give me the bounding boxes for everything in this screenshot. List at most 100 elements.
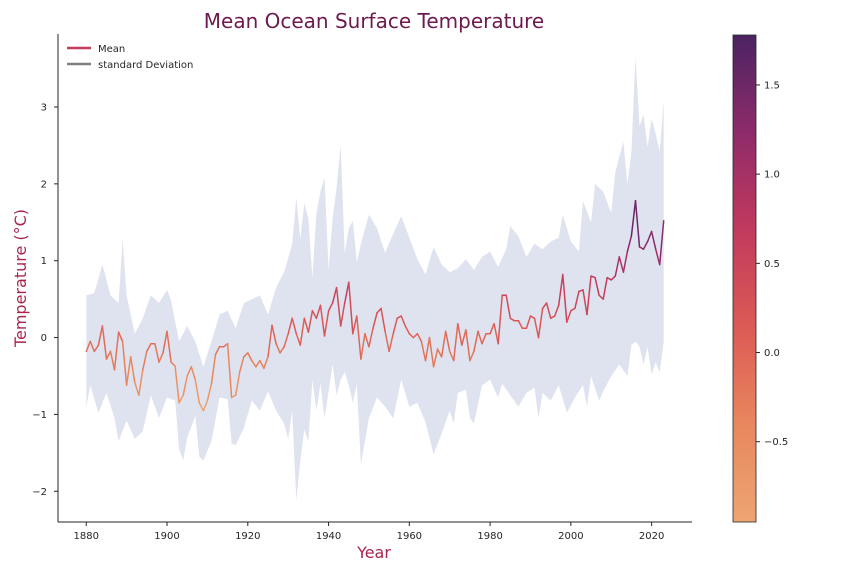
mean-line-segment: [509, 317, 516, 322]
x-tick-label: 1920: [235, 531, 260, 542]
mean-line-segment: [408, 332, 415, 339]
mean-line-segment: [146, 342, 152, 353]
mean-line-segment: [380, 307, 386, 333]
legend-label-mean: Mean: [98, 44, 125, 55]
mean-line-segment: [121, 340, 128, 386]
mean-line-segment: [182, 375, 188, 396]
mean-line-segment: [259, 359, 265, 370]
colorbar-tick-label: 0.5: [764, 259, 780, 270]
mean-line-segment: [97, 325, 104, 346]
mean-line-segment: [125, 356, 132, 386]
mean-line-segment: [372, 312, 378, 330]
mean-line-segment: [481, 332, 487, 345]
mean-line-segment: [517, 319, 524, 330]
mean-line-segment: [505, 294, 512, 320]
mean-line-segment: [234, 371, 241, 396]
mean-line-segment: [198, 402, 205, 412]
mean-line-segment: [436, 348, 443, 358]
std-deviation-band: [86, 57, 664, 501]
y-tick-label: −2: [32, 487, 47, 498]
mean-line-segment: [206, 382, 213, 402]
mean-line-segment: [194, 379, 201, 404]
mean-line-segment: [448, 350, 455, 362]
mean-line-segment: [275, 342, 281, 354]
mean-line-segment: [416, 332, 423, 343]
mean-line-segment: [339, 302, 346, 327]
mean-line-segment: [594, 276, 600, 297]
mean-line-segment: [364, 332, 370, 348]
mean-line-segment: [557, 273, 564, 307]
mean-line-segment: [315, 304, 322, 320]
mean-line-segment: [307, 309, 314, 333]
mean-line-segment: [549, 315, 556, 320]
mean-line-segment: [444, 330, 451, 353]
mean-line-segment: [327, 302, 334, 312]
mean-line-segment: [89, 340, 96, 353]
mean-line-segment: [154, 342, 160, 363]
mean-line-segment: [251, 359, 257, 368]
mean-line-segment: [323, 309, 330, 337]
x-tick-label: 2020: [639, 531, 664, 542]
chart-title: Mean Ocean Surface Temperature: [204, 9, 544, 33]
colorbar: [732, 34, 757, 523]
mean-line-segment: [162, 330, 168, 354]
mean-line-segment: [384, 330, 390, 353]
mean-line-segment: [533, 317, 540, 339]
x-tick-label: 1940: [316, 531, 341, 542]
mean-line-segment: [424, 336, 431, 362]
mean-line-segment: [170, 361, 176, 367]
mean-line-segment: [610, 275, 617, 281]
mean-line-segment: [279, 346, 285, 354]
mean-line-segment: [461, 329, 467, 346]
mean-line-segment: [469, 350, 475, 362]
mean-line-segment: [247, 352, 253, 362]
mean-line-segment: [562, 273, 568, 323]
mean-line-segment: [646, 230, 653, 243]
mean-line-segment: [537, 307, 544, 339]
mean-line-segment: [477, 330, 483, 345]
mean-line-segment: [166, 330, 172, 363]
mean-line-segment: [404, 325, 411, 335]
mean-line-segment: [626, 235, 633, 253]
mean-line-segment: [396, 315, 402, 320]
mean-line-segment: [352, 315, 358, 335]
mean-line-segment: [113, 331, 120, 371]
mean-line-segment: [566, 309, 572, 323]
y-tick-label: 1: [41, 256, 47, 267]
x-tick-label: 1980: [477, 531, 502, 542]
mean-line-segment: [493, 322, 499, 345]
mean-line-segment: [243, 352, 249, 358]
mean-line-segment: [186, 366, 193, 377]
mean-line-segment: [525, 315, 532, 330]
x-tick-label: 1880: [74, 531, 99, 542]
mean-line-segment: [101, 325, 108, 360]
y-tick-label: 3: [41, 103, 47, 114]
mean-line-segment: [368, 327, 374, 348]
mean-line-segment: [654, 248, 661, 266]
mean-line-segment: [360, 332, 366, 360]
mean-line-segment: [606, 276, 612, 281]
mean-line-segment: [541, 302, 548, 310]
mean-line-segment: [529, 315, 536, 320]
x-axis-label: Year: [356, 543, 391, 562]
colorbar-tick-label: 0.0: [764, 348, 780, 359]
mean-line-segment: [457, 322, 463, 346]
x-tick-label: 1960: [397, 531, 422, 542]
mean-line-segment: [412, 332, 419, 339]
mean-line-segment: [117, 331, 124, 343]
mean-line-segment: [658, 219, 665, 266]
mean-line-segment: [545, 302, 552, 320]
mean-line-segment: [432, 348, 439, 368]
mean-line-segment: [303, 317, 310, 333]
colorbar-tick-label: −0.5: [764, 437, 788, 448]
mean-line-segment: [283, 332, 289, 348]
mean-line-segment: [85, 340, 92, 353]
mean-line-segment: [574, 290, 580, 310]
legend-label-std: standard Deviation: [98, 60, 193, 71]
mean-line-segment: [356, 315, 362, 360]
mean-line-segment: [267, 324, 273, 358]
mean-line-segment: [343, 281, 350, 304]
mean-line-segment: [465, 329, 471, 362]
mean-line-segment: [138, 369, 144, 396]
